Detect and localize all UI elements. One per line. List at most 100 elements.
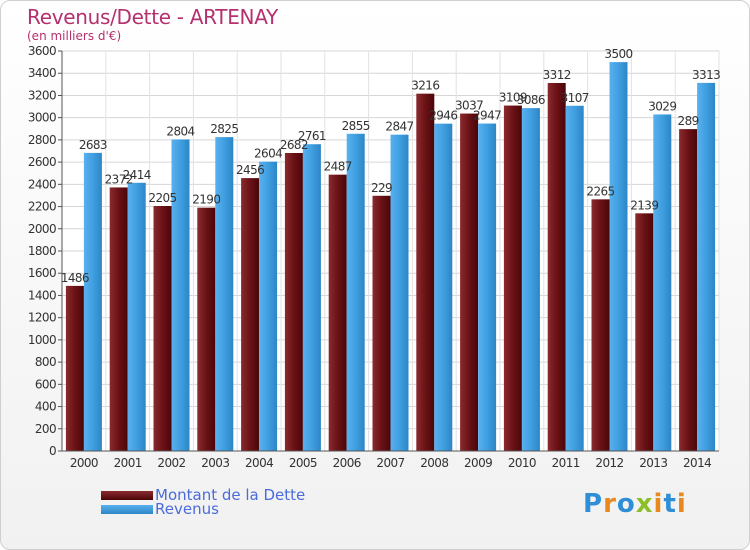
logo-letter: i <box>676 489 687 519</box>
bar-debt <box>372 195 391 451</box>
logo-letter: o <box>616 489 636 519</box>
x-tick-label: 2004 <box>245 456 273 470</box>
data-label-revenue: 2847 <box>385 120 413 134</box>
legend-item-revenue: Revenus <box>101 500 219 518</box>
y-tick-label: 2200 <box>28 200 56 214</box>
y-tick-label: 1000 <box>28 333 56 347</box>
y-tick-label: 1800 <box>28 244 56 258</box>
legend-swatch-debt <box>101 490 153 500</box>
chart-title: Revenus/Dette - ARTENAY <box>27 5 278 29</box>
data-label-debt: 2456 <box>236 163 264 177</box>
bar-debt <box>284 153 303 451</box>
logo-letter: i <box>653 489 664 519</box>
x-tick-label: 2006 <box>333 456 361 470</box>
bar-debt <box>503 105 522 452</box>
bar-debt <box>153 206 172 451</box>
x-tick-label: 2008 <box>420 456 448 470</box>
y-tick-label: 3000 <box>28 111 56 125</box>
logo-letter: x <box>635 489 654 519</box>
data-label-revenue: 3107 <box>561 91 589 105</box>
x-tick-label: 2012 <box>595 456 623 470</box>
x-tick-label: 2010 <box>508 456 536 470</box>
data-label-revenue: 2947 <box>473 109 501 123</box>
data-label-debt: 3312 <box>543 68 571 82</box>
x-tick-label: 2000 <box>70 456 98 470</box>
legend-label-debt: Montant de la Dette <box>155 486 306 504</box>
bar-debt <box>65 285 84 451</box>
legend-label-revenue: Revenus <box>155 500 219 518</box>
data-label-revenue: 3029 <box>648 99 676 113</box>
legend-item-debt: Montant de la Dette <box>101 486 306 504</box>
bar-revenue <box>521 108 540 451</box>
x-tick-label: 2009 <box>464 456 492 470</box>
bar-revenue <box>434 123 453 452</box>
x-tick-label: 2001 <box>114 456 142 470</box>
data-label-revenue: 3500 <box>604 47 632 61</box>
bar-revenue <box>653 114 672 451</box>
y-tick-label: 2400 <box>28 177 56 191</box>
bar-revenue <box>390 134 409 451</box>
bar-revenue <box>302 144 321 451</box>
data-label-revenue: 2761 <box>298 129 326 143</box>
data-label-revenue: 2414 <box>123 168 151 182</box>
bar-revenue <box>346 133 365 451</box>
bar-debt <box>241 178 260 451</box>
data-label-debt: 1486 <box>61 271 89 285</box>
bar-revenue <box>83 152 102 451</box>
data-label-debt: 3037 <box>455 99 483 113</box>
data-label-debt: 2265 <box>586 184 614 198</box>
bar-debt <box>591 199 610 451</box>
bar-revenue <box>609 62 628 451</box>
x-tick-label: 2003 <box>201 456 229 470</box>
bar-debt <box>328 174 347 451</box>
bar-revenue <box>171 139 190 451</box>
y-tick-label: 2600 <box>28 155 56 169</box>
y-tick-label: 400 <box>35 400 56 414</box>
data-label-revenue: 3086 <box>517 93 545 107</box>
bar-debt <box>679 129 698 451</box>
logo-letter: P <box>583 489 604 519</box>
proxiti-logo: Proxiti <box>583 489 687 519</box>
y-tick-label: 3400 <box>28 66 56 80</box>
legend-swatch-revenue <box>101 504 153 514</box>
data-label-debt: 3109 <box>499 91 527 105</box>
y-tick-label: 2800 <box>28 133 56 147</box>
data-label-revenue: 3313 <box>692 68 720 82</box>
data-label-debt: 2139 <box>630 198 658 212</box>
y-tick-label: 200 <box>35 422 56 436</box>
data-label-revenue: 2804 <box>166 124 194 138</box>
y-tick-label: 3600 <box>28 44 56 58</box>
data-label-debt: 2682 <box>280 138 308 152</box>
bar-revenue <box>215 137 234 451</box>
bar-revenue <box>478 123 497 452</box>
y-tick-label: 2000 <box>28 222 56 236</box>
bar-debt <box>635 213 654 451</box>
data-label-debt: 289 <box>678 114 699 128</box>
data-label-debt: 2190 <box>192 193 220 207</box>
data-label-debt: 229 <box>371 181 392 195</box>
bar-debt <box>197 207 216 451</box>
data-label-revenue: 2825 <box>210 122 238 136</box>
y-tick-label: 1600 <box>28 266 56 280</box>
bar-debt <box>547 83 566 451</box>
bar-debt <box>109 187 128 451</box>
y-tick-label: 1200 <box>28 311 56 325</box>
x-tick-label: 2007 <box>376 456 404 470</box>
x-tick-label: 2005 <box>289 456 317 470</box>
x-tick-label: 2013 <box>639 456 667 470</box>
logo-letter: r <box>603 489 617 519</box>
logo-letter: t <box>663 489 677 519</box>
data-label-revenue: 2946 <box>429 109 457 123</box>
bar-revenue <box>127 182 146 451</box>
x-tick-label: 2002 <box>157 456 185 470</box>
data-label-revenue: 2855 <box>342 119 370 133</box>
bar-revenue <box>565 105 584 452</box>
x-tick-label: 2014 <box>683 456 711 470</box>
data-label-debt: 2205 <box>148 191 176 205</box>
x-tick-label: 2011 <box>552 456 580 470</box>
bar-revenue <box>259 161 278 451</box>
bar-revenue <box>697 82 716 451</box>
y-tick-label: 1400 <box>28 288 56 302</box>
bar-debt <box>416 93 435 452</box>
y-tick-label: 800 <box>35 355 56 369</box>
